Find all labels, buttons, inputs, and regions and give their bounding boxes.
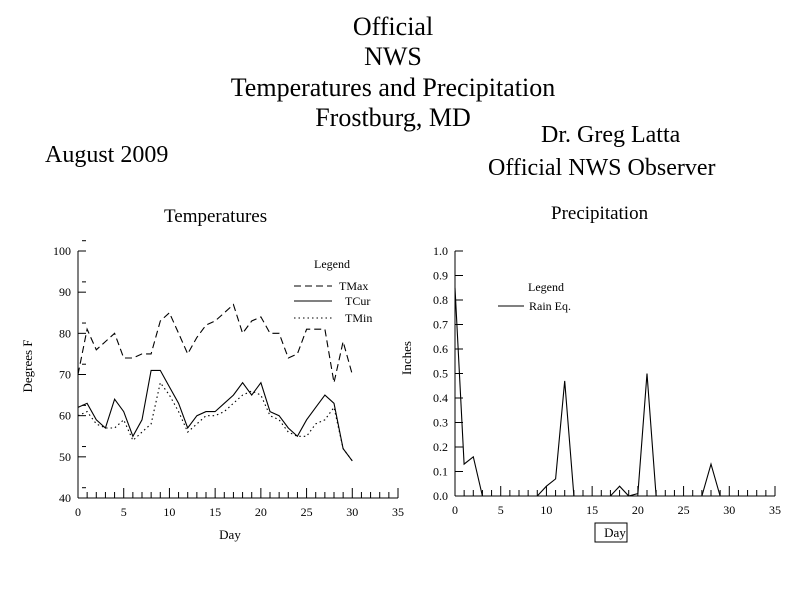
temp-y-tick-label: 70 bbox=[59, 368, 71, 382]
temp-series-tmax bbox=[77, 303, 353, 383]
precip-x-axis-label: Day bbox=[604, 525, 626, 540]
precip-y-tick-label: 0.1 bbox=[433, 465, 448, 479]
temp-y-axis-label: Degrees F bbox=[20, 339, 35, 392]
page-title-line-2: NWS bbox=[364, 42, 422, 71]
page-title-line-4: Frostburg, MD bbox=[315, 103, 471, 132]
month-label: August 2009 bbox=[45, 142, 169, 168]
precip-y-tick-label: 0.3 bbox=[433, 416, 448, 430]
temp-series-tcur bbox=[77, 369, 353, 462]
temp-x-tick-label: 25 bbox=[301, 505, 313, 519]
page-title-line-3: Temperatures and Precipitation bbox=[230, 73, 556, 102]
precip-x-axis-label-box bbox=[594, 522, 628, 543]
temp-x-tick-label: 0 bbox=[75, 505, 81, 519]
precip-legend-title: Legend bbox=[528, 280, 564, 294]
precip-x-tick-label: 20 bbox=[632, 503, 644, 517]
precip-x-tick-label: 30 bbox=[723, 503, 735, 517]
temp-x-axis-label: Day bbox=[219, 527, 241, 542]
precip-y-tick-label: 0.9 bbox=[433, 269, 448, 283]
temp-y-tick-label: 80 bbox=[59, 326, 71, 340]
precip-y-axis-label: Inches bbox=[399, 341, 414, 375]
precip-legend-label: Rain Eq. bbox=[529, 299, 571, 313]
temp-x-tick-label: 35 bbox=[392, 505, 404, 519]
precip-y-tick-label: 0.0 bbox=[433, 489, 448, 503]
temp-x-tick-label: 15 bbox=[209, 505, 221, 519]
precip-x-tick-label: 0 bbox=[452, 503, 458, 517]
precip-y-tick-label: 0.7 bbox=[433, 318, 448, 332]
temp-x-tick-label: 20 bbox=[255, 505, 267, 519]
precip-y-tick-label: 1.0 bbox=[433, 244, 448, 258]
precip-x-tick-label: 15 bbox=[586, 503, 598, 517]
precip-x-tick-label: 10 bbox=[540, 503, 552, 517]
observer-title: Official NWS Observer bbox=[488, 155, 716, 181]
temp-y-tick-label: 90 bbox=[59, 285, 71, 299]
temp-legend-title: Legend bbox=[314, 257, 350, 271]
precip-x-tick-label: 35 bbox=[769, 503, 781, 517]
temp-y-tick-label: 100 bbox=[53, 244, 71, 258]
precip-series-rain-eq- bbox=[454, 287, 730, 497]
temp-x-tick-label: 30 bbox=[346, 505, 358, 519]
temp-y-tick-label: 50 bbox=[59, 450, 71, 464]
temp-y-tick-label: 40 bbox=[59, 491, 71, 505]
precipitation-chart-title: Precipitation bbox=[551, 203, 649, 224]
temp-y-tick-label: 60 bbox=[59, 409, 71, 423]
temp-legend-label: TMax bbox=[339, 279, 368, 293]
precip-y-tick-label: 0.5 bbox=[433, 367, 448, 381]
precip-y-tick-label: 0.6 bbox=[433, 342, 448, 356]
temp-legend-label: TCur bbox=[345, 294, 370, 308]
temp-x-tick-label: 5 bbox=[121, 505, 127, 519]
temperature-chart-title: Temperatures bbox=[164, 206, 268, 227]
precip-y-tick-label: 0.8 bbox=[433, 293, 448, 307]
temp-series-tmin bbox=[77, 381, 353, 462]
precip-y-tick-label: 0.2 bbox=[433, 440, 448, 454]
temp-legend-label: TMin bbox=[345, 311, 372, 325]
temp-x-tick-label: 10 bbox=[163, 505, 175, 519]
page-title-line-1: Official bbox=[352, 12, 434, 41]
precip-x-tick-label: 5 bbox=[498, 503, 504, 517]
precip-y-tick-label: 0.4 bbox=[433, 391, 448, 405]
observer-name: Dr. Greg Latta bbox=[541, 122, 681, 148]
precip-x-tick-label: 25 bbox=[678, 503, 690, 517]
